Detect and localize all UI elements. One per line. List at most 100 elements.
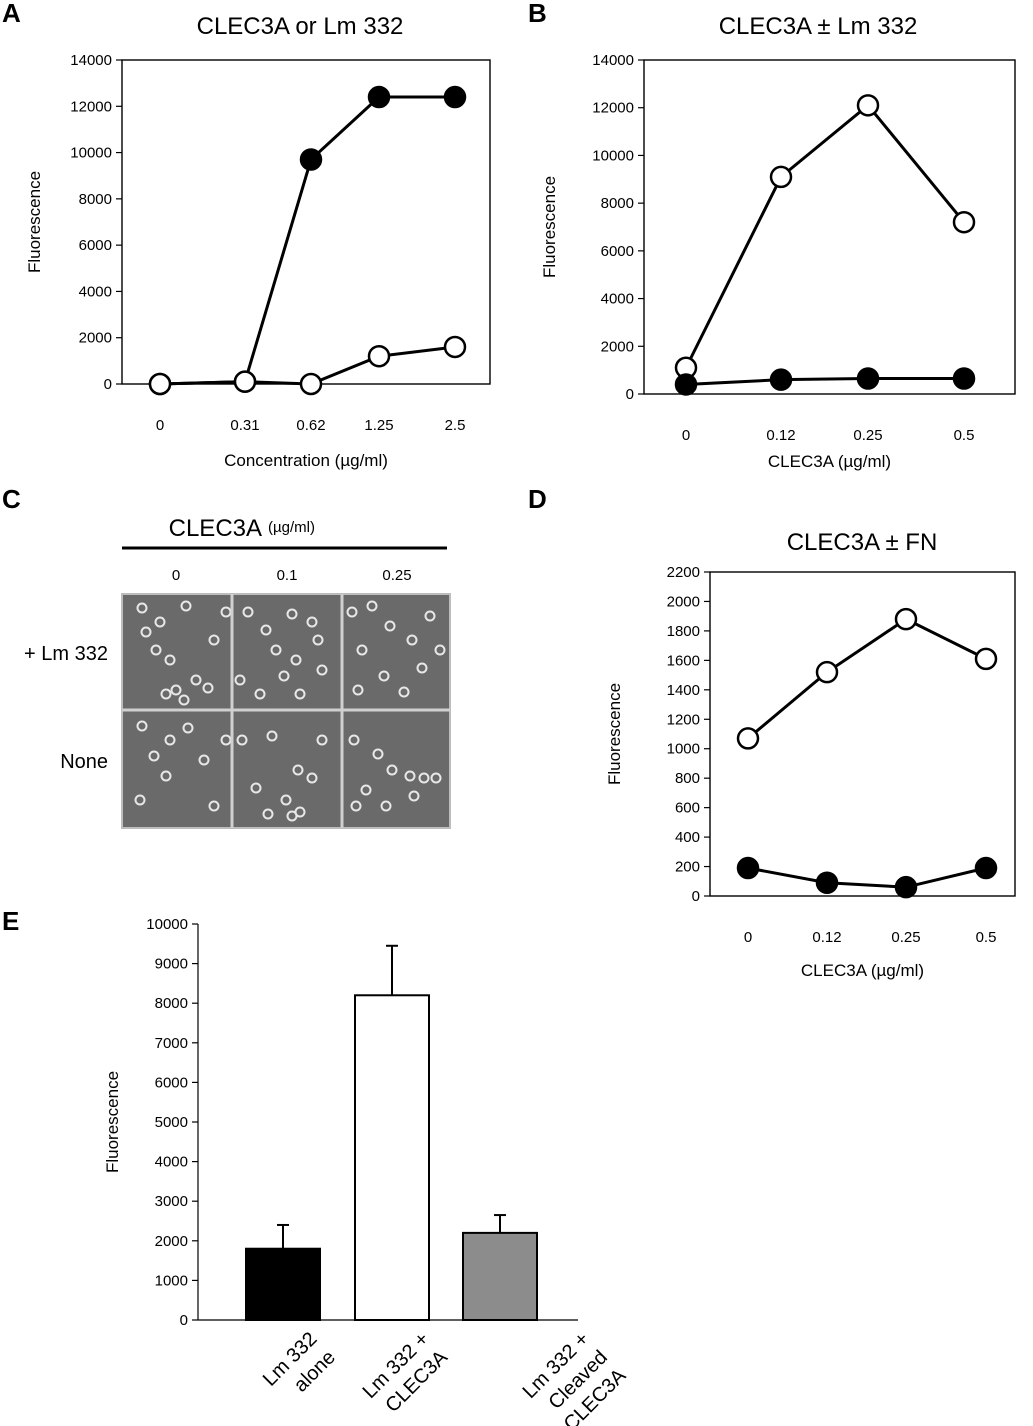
y-tick-label: 7000 [155,1035,188,1052]
y-tick-label: 4000 [601,291,634,308]
x-tick-label: 0.5 [954,427,975,444]
y-tick-label: 800 [675,770,700,787]
y-tick-label: 2200 [667,564,700,581]
x-tick-label: 0.62 [296,417,325,434]
x-category-label: Lm 332 +CleavedCLEC3A [519,1328,631,1426]
y-tick-label: 1000 [667,741,700,758]
series-0-point [974,647,998,671]
cell-ring [208,800,220,812]
y-tick-label: 14000 [70,52,112,69]
panel-c-header-unit: (µg/ml) [268,519,315,536]
panel-c-row-1: None [60,751,108,773]
cell-ring [170,684,182,696]
plot-frame [709,571,1016,897]
y-tick-label: 600 [675,800,700,817]
series-0-line [684,103,966,369]
chart-b: CLEC3A ± Lm 332 0 2000 4000 6000 8000 10000 120… [540,13,1016,471]
cell-ring [356,644,368,656]
series-0-line [159,95,455,386]
y-tick-label: 0 [180,1312,188,1329]
panel-letter-b: B [528,0,547,28]
x-tick-label: 0.25 [891,929,920,946]
cell-ring [404,770,416,782]
bar [245,1247,321,1321]
y-tick-label: 0 [626,386,634,403]
cell-ring [306,772,318,784]
y-tick-label: 8000 [601,195,634,212]
y-tick-label: 8000 [155,995,188,1012]
y-axis-label: Fluorescence [605,683,624,785]
panel-letter-a: A [2,0,21,28]
chart-d: CLEC3A ± FN 0 200 400 600 800 1000 1200 1400 1600… [605,529,1016,980]
cell-ring [148,750,160,762]
cell-ring [372,748,384,760]
series-1-line [685,376,964,386]
y-axis-label: Fluorescence [25,171,44,273]
cell-ring [250,782,262,794]
y-tick-label: 10000 [592,147,634,164]
x-tick-label: 0.25 [853,427,882,444]
y-tick-label: 3000 [155,1193,188,1210]
chart-title: CLEC3A ± Lm 332 [719,13,918,40]
cell-ring [294,688,306,700]
x-tick-label: 0 [744,929,752,946]
y-tick-label: 9000 [155,956,188,973]
cell-ring [160,688,172,700]
cell-ring [136,602,148,614]
x-axis-label: CLEC3A (µg/ml) [801,961,924,980]
cell-ring [242,606,254,618]
cell-ring [346,606,358,618]
series-0-line [747,617,987,740]
cell-ring [182,722,194,734]
y-tick-label: 10000 [146,916,188,933]
y-tick-label: 12000 [70,98,112,115]
y-tick-label: 1600 [667,652,700,669]
series-1-point [894,875,918,899]
cell-ring [140,626,152,638]
panel-letter-c: C [2,484,21,514]
cell-ring [290,654,302,666]
y-tick-label: 1800 [667,623,700,640]
cell-ring [366,600,378,612]
cell-ring [378,670,390,682]
x-tick-label: 0.12 [812,929,841,946]
y-tick-label: 14000 [592,52,634,69]
panel-c-micrographs: CLEC3A (µg/ml) 0 0.1 0.25 + Lm 332 None [24,515,451,829]
cell-ring [416,662,428,674]
cell-ring [418,772,430,784]
series-0-point [769,165,793,189]
cell-ring [280,794,292,806]
series-1-point [367,344,391,368]
cell-ring [236,734,248,746]
cell-ring [286,608,298,620]
cell-ring [266,730,278,742]
series-0-point [894,607,918,631]
y-tick-label: 6000 [155,1074,188,1091]
x-axis-label: Concentration (µg/ml) [224,451,388,470]
cell-ring [260,624,272,636]
bar [354,994,430,1322]
cell-ring [278,670,290,682]
y-tick-label: 1400 [667,682,700,699]
series-1-point [856,367,880,390]
cell-ring [262,808,274,820]
cell-ring [286,810,298,822]
x-tick-label: 2.5 [445,417,466,434]
panel-c-col-0: 0 [172,567,180,584]
y-tick-label: 6000 [601,243,634,260]
y-tick-label: 8000 [79,191,112,208]
cell-ring [254,688,266,700]
y-axis-label: Fluorescence [103,1071,122,1173]
y-tick-label: 200 [675,859,700,876]
series-1-point [769,368,793,391]
cell-ring [312,634,324,646]
y-tick-label: 4000 [79,283,112,300]
y-tick-label: 400 [675,829,700,846]
cell-ring [348,734,360,746]
y-tick-label: 0 [692,888,700,905]
cell-ring [134,794,146,806]
cell-ring [190,674,202,686]
y-tick-label: 2000 [155,1233,188,1250]
panel-c-row-0: + Lm 332 [24,643,108,665]
